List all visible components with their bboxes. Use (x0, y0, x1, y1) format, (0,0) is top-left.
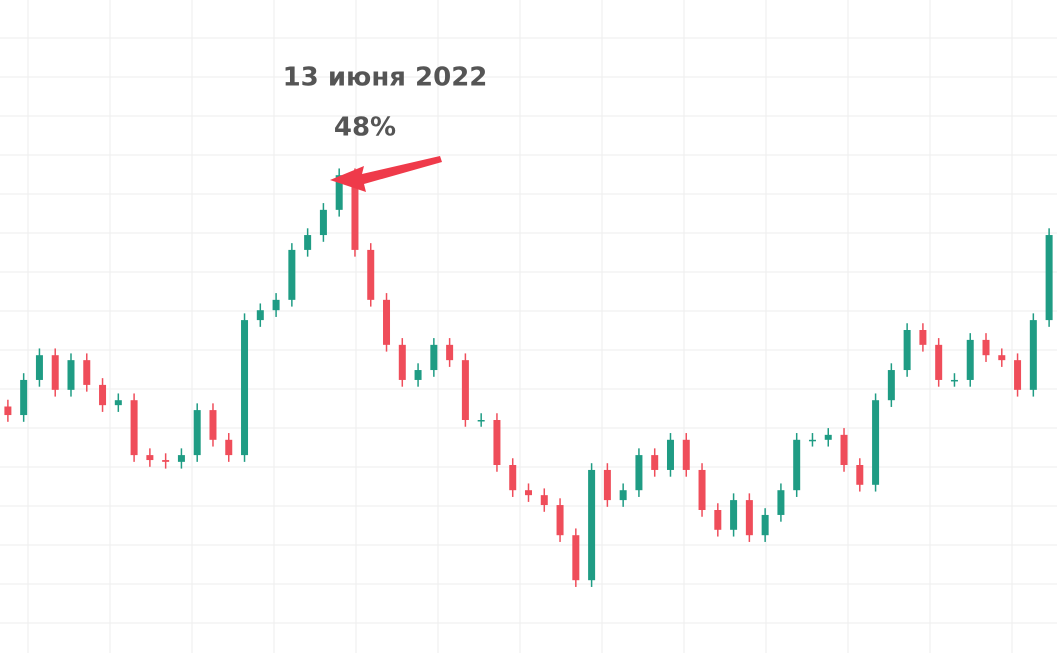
candle-body (635, 455, 643, 491)
candle-body (509, 465, 517, 491)
candle-body (114, 400, 122, 406)
annotation-change: 48% (334, 113, 396, 143)
candle-body (666, 439, 674, 470)
candle-body (808, 439, 816, 442)
candle-body (335, 175, 343, 210)
candle-body (777, 490, 785, 515)
candle-body (4, 406, 12, 416)
candle-body (887, 370, 895, 401)
candle-body (351, 175, 359, 250)
candle-body (935, 344, 943, 380)
candle-body (146, 455, 154, 461)
candle-body (319, 209, 327, 236)
candle-body (20, 379, 28, 416)
candle-body (824, 434, 832, 440)
candle-body (256, 310, 264, 321)
candle-body (982, 339, 990, 356)
candle-body (998, 355, 1006, 361)
candle-body (130, 400, 138, 456)
candle-body (241, 320, 249, 456)
candle-body (1014, 360, 1022, 390)
candle-body (651, 455, 659, 470)
candle-body (83, 360, 91, 385)
candle-body (619, 490, 627, 501)
candle-body (793, 439, 801, 491)
candle-body (162, 460, 170, 462)
candle-body (225, 439, 233, 456)
candle-body (367, 249, 375, 300)
candle-body (903, 330, 911, 371)
candle-body (177, 455, 185, 462)
candle-body (525, 490, 532, 496)
candle-body (1029, 320, 1037, 390)
candle-body (430, 344, 438, 371)
candle-body (304, 235, 312, 250)
candle-body (398, 344, 406, 380)
candle-body (603, 469, 611, 501)
candle-body (540, 495, 548, 506)
candle-body (698, 469, 706, 510)
candle-body (950, 379, 958, 382)
candle-body (272, 299, 280, 311)
candle-body (1045, 235, 1053, 321)
candle-body (209, 410, 217, 440)
candle-body (556, 505, 564, 536)
candle-body (288, 249, 296, 300)
candle-body (51, 355, 59, 390)
candle-body (35, 355, 43, 380)
candle-body (493, 420, 501, 465)
candle-body (446, 344, 454, 361)
candle-body (682, 439, 690, 470)
candle-body (588, 469, 596, 581)
annotation-date: 13 июня 2022 (283, 63, 488, 93)
candle-body (99, 384, 107, 406)
candle-body (840, 434, 848, 465)
candle-body (714, 510, 722, 530)
candle-body (572, 535, 580, 581)
candles (4, 168, 1053, 587)
annotation-arrow (330, 156, 442, 192)
candle-body (872, 400, 880, 485)
candle-body (477, 420, 485, 422)
candle-body (856, 465, 864, 485)
candle-body (730, 500, 738, 530)
candle-body (414, 370, 422, 380)
candle-body (761, 514, 769, 536)
candle-body (966, 339, 974, 380)
candle-body (193, 410, 201, 456)
candle-body (461, 360, 469, 420)
candle-body (383, 299, 391, 345)
candle-body (67, 360, 75, 390)
candle-body (919, 330, 927, 345)
candle-body (745, 500, 753, 536)
